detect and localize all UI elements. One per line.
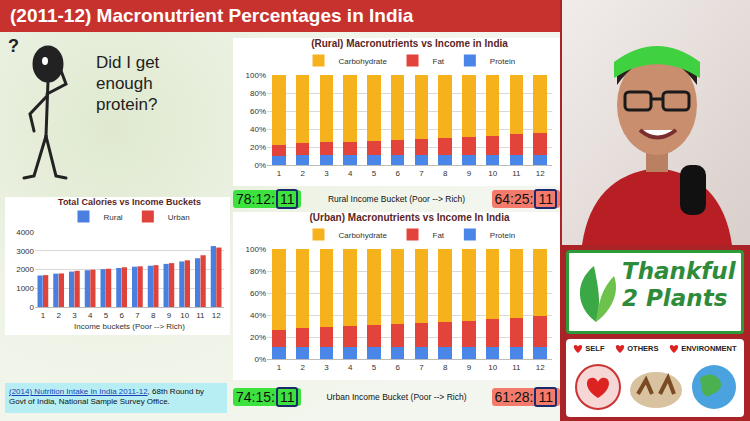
svg-text:2: 2: [300, 169, 305, 178]
svg-text:8: 8: [443, 363, 448, 372]
svg-text:6: 6: [119, 311, 124, 320]
svg-text:5: 5: [372, 363, 377, 372]
html-text:74:15: 11: 74:15: 11: [236, 389, 295, 405]
html-text:(2011-12) Macronutrient Percen: (2011-12) Macronutrient Percentages in I…: [10, 5, 414, 26]
svg-text:Fat: Fat: [433, 231, 445, 240]
svg-text:Urban: Urban: [168, 213, 190, 222]
html-text:78:12: 11: 78:12: 11: [236, 190, 295, 207]
svg-text:100%: 100%: [246, 71, 266, 80]
svg-text:Rural: Rural: [104, 213, 123, 222]
html-text:OTHERS: OTHERS: [627, 344, 659, 353]
svg-text:4: 4: [348, 363, 353, 372]
svg-text:12: 12: [536, 169, 545, 178]
svg-text:40%: 40%: [250, 311, 266, 320]
svg-text:11: 11: [196, 311, 205, 320]
svg-text:0: 0: [30, 303, 35, 312]
svg-text:5: 5: [372, 169, 377, 178]
html-text:64:25: 11: 64:25: 11: [494, 190, 553, 207]
svg-text:12: 12: [536, 363, 545, 372]
svg-text:7: 7: [419, 363, 424, 372]
svg-text:7: 7: [135, 311, 140, 320]
svg-text:2000: 2000: [16, 265, 34, 274]
svg-text:6: 6: [395, 169, 400, 178]
svg-text:5: 5: [104, 311, 109, 320]
svg-text:9: 9: [467, 363, 472, 372]
html-text:61:28: 11: 61:28: 11: [494, 389, 553, 405]
html-text:ENVIRONMENT: ENVIRONMENT: [681, 344, 737, 353]
svg-text:40%: 40%: [250, 125, 266, 134]
svg-text:11: 11: [512, 169, 521, 178]
svg-text:10: 10: [488, 363, 497, 372]
svg-text:60%: 60%: [250, 289, 266, 298]
svg-text:20%: 20%: [250, 143, 266, 152]
svg-text:1: 1: [41, 311, 46, 320]
svg-text:(Urban) Macronutrients vs Inco: (Urban) Macronutrients vs Income In Indi…: [309, 212, 509, 223]
svg-text:4: 4: [88, 311, 93, 320]
svg-text:1: 1: [277, 169, 282, 178]
svg-text:Total Calories vs Income Bucke: Total Calories vs Income Buckets: [58, 197, 201, 207]
svg-text:3: 3: [72, 311, 77, 320]
svg-text:8: 8: [443, 169, 448, 178]
svg-text:2: 2: [56, 311, 61, 320]
html-text:(2014) Nutrition Intake In Ind: (2014) Nutrition Intake In India 2011-12…: [9, 387, 205, 406]
svg-text:60%: 60%: [250, 107, 266, 116]
svg-text:9: 9: [167, 311, 172, 320]
html-text:Thankful 2 Plants: Thankful 2 Plants: [622, 258, 736, 311]
svg-text:Carbohydrate: Carbohydrate: [339, 57, 388, 66]
svg-text:Protein: Protein: [490, 57, 515, 66]
svg-text:0%: 0%: [254, 161, 266, 170]
svg-text:12: 12: [212, 311, 221, 320]
svg-text:80%: 80%: [250, 89, 266, 98]
html-text:SELF: SELF: [585, 344, 605, 353]
svg-text:2: 2: [300, 363, 305, 372]
svg-text:Fat: Fat: [433, 57, 445, 66]
svg-text:1: 1: [277, 363, 282, 372]
svg-text:4000: 4000: [16, 228, 34, 237]
html-text:Did I get enough protein?: Did I get enough protein?: [96, 53, 160, 114]
svg-text:Income buckets (Poor --> Rich): Income buckets (Poor --> Rich): [74, 322, 185, 331]
svg-text:7: 7: [419, 169, 424, 178]
svg-text:Carbohydrate: Carbohydrate: [339, 231, 388, 240]
svg-text:10: 10: [488, 169, 497, 178]
svg-text:100%: 100%: [246, 245, 266, 254]
svg-text:10: 10: [180, 311, 189, 320]
svg-text:3000: 3000: [16, 247, 34, 256]
html-text:Rural Income Bucket (Poor -->: Rural Income Bucket (Poor --> Rich): [327, 193, 466, 204]
svg-text:9: 9: [467, 169, 472, 178]
svg-text:20%: 20%: [250, 333, 266, 342]
svg-text:6: 6: [395, 363, 400, 372]
svg-text:(Rural) Macronutrients vs Inco: (Rural) Macronutrients vs Income in Indi…: [311, 38, 508, 49]
html-text:Urban Income Bucket (Poor -->: Urban Income Bucket (Poor --> Rich): [326, 392, 467, 402]
svg-text:1000: 1000: [16, 284, 34, 293]
svg-text:3: 3: [324, 363, 329, 372]
svg-text:11: 11: [512, 363, 521, 372]
svg-text:80%: 80%: [250, 267, 266, 276]
svg-text:4: 4: [348, 169, 353, 178]
svg-text:3: 3: [324, 169, 329, 178]
svg-text:0%: 0%: [254, 355, 266, 364]
svg-text:Protein: Protein: [490, 231, 515, 240]
svg-text:8: 8: [151, 311, 156, 320]
